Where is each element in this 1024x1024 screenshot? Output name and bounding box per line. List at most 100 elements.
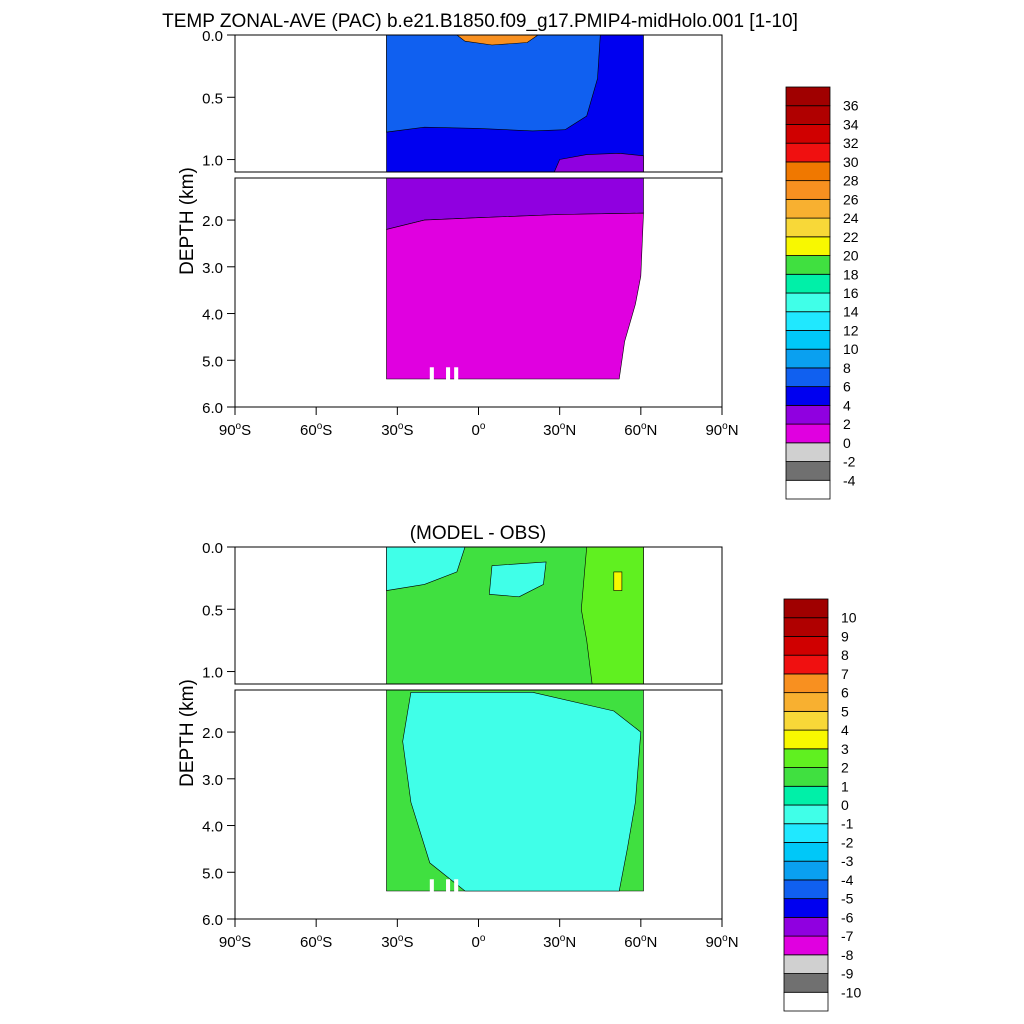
colorbar-box — [785, 142, 831, 163]
colorbar-label: 0 — [841, 797, 849, 813]
colorbar-box — [785, 86, 831, 107]
colorbar-box — [783, 954, 829, 974]
seafloor-gap — [429, 367, 434, 380]
temperature-plot: 0.0 0.5 1.0 2.0 3.0 4.0 5.0 6.0 DEPTH (km) 90oS 60… — [177, 28, 739, 439]
colorbar-box — [783, 767, 829, 787]
seafloor-gap — [454, 367, 459, 380]
colorbar-box — [783, 935, 829, 956]
colorbar-label: 3 — [841, 741, 849, 757]
colorbar-label: 2 — [843, 416, 851, 432]
colorbar-label: 2 — [841, 760, 849, 776]
y-tick-label: 3.0 — [202, 772, 223, 789]
seafloor-gap — [446, 879, 451, 892]
colorbar-box — [785, 404, 831, 425]
colorbar-label: 16 — [843, 285, 859, 301]
difference-plot: 0.0 0.5 1.0 2.0 3.0 4.0 5.0 6.0 DEPTH (km) 90oS 60… — [177, 540, 739, 951]
y-tick-label: 1.0 — [202, 665, 223, 682]
colorbar-label: 28 — [843, 173, 859, 189]
upper-region-bias-minus1-to-0 — [488, 561, 547, 598]
colorbar-label: 14 — [843, 304, 859, 320]
x-tick-label: 90oS — [219, 933, 251, 951]
colorbar-label: 7 — [841, 666, 849, 682]
x-tick-label: 90oS — [219, 421, 251, 439]
x-tick-label: 0o — [472, 421, 486, 439]
colorbar-label: -3 — [841, 853, 854, 869]
x-tick-label: 60oS — [300, 421, 332, 439]
x-tick-label: 60oN — [624, 933, 657, 951]
colorbar-label: -5 — [841, 891, 854, 907]
colorbar-box — [785, 311, 831, 331]
colorbar-label: 6 — [841, 685, 849, 701]
colorbar-label: -4 — [843, 472, 856, 488]
colorbar-box — [783, 823, 829, 843]
seafloor-gap — [446, 367, 451, 380]
colorbar-box — [783, 991, 829, 1012]
upper-panel-frame — [234, 546, 723, 685]
colorbar-box — [785, 479, 831, 500]
colorbar-label: 1 — [841, 778, 849, 794]
colorbar-label: -10 — [841, 984, 861, 1000]
x-tick-label: 30oN — [543, 933, 576, 951]
colorbar-box — [785, 236, 831, 256]
colorbar-label: -1 — [841, 816, 854, 832]
y-axis-label: DEPTH (km) — [177, 167, 198, 275]
colorbar-label: 30 — [843, 154, 859, 170]
colorbar-label: 4 — [841, 722, 849, 738]
colorbar-box — [783, 785, 829, 806]
colorbar-label: 0 — [843, 435, 851, 451]
x-tick-label: 90oN — [705, 421, 738, 439]
colorbar-box — [783, 673, 829, 694]
seafloor-gap — [429, 879, 434, 892]
colorbar-box — [785, 124, 831, 144]
y-tick-label: 5.0 — [202, 865, 223, 882]
colorbar-box — [785, 386, 831, 406]
y-tick-label: 6.0 — [202, 912, 223, 929]
y-tick-label: 0.5 — [202, 90, 223, 107]
colorbar-label: 24 — [843, 210, 859, 226]
colorbar-label: -4 — [841, 872, 854, 888]
colorbar-label: 9 — [841, 628, 849, 644]
x-tick-label: 60oN — [624, 421, 657, 439]
colorbar-label: 12 — [843, 322, 859, 338]
colorbar-box — [783, 598, 829, 619]
colorbar-label: 36 — [843, 98, 859, 114]
upper-region-bias-3-to-4 — [613, 571, 623, 591]
y-tick-label: 6.0 — [202, 400, 223, 417]
lower-region-bias-minus1-to-0 — [402, 691, 642, 892]
colorbar-label: -7 — [841, 928, 854, 944]
colorbar-box — [785, 292, 831, 313]
colorbar-box — [785, 105, 831, 125]
colorbar-box — [785, 198, 831, 219]
upper-region-bias-1-to-2 — [580, 546, 644, 685]
colorbar-label: -8 — [841, 947, 854, 963]
colorbar-label: -9 — [841, 966, 854, 982]
colorbar-box — [785, 461, 831, 481]
y-tick-label: 0.0 — [202, 540, 223, 557]
colorbar-box — [783, 729, 829, 750]
x-tick-label: 30oS — [381, 421, 413, 439]
upper-region-thermocline — [386, 34, 601, 133]
colorbar-box — [783, 692, 829, 712]
colorbar-box — [783, 916, 829, 937]
colorbar-label: -2 — [843, 454, 856, 470]
colorbar-label: 6 — [843, 379, 851, 395]
colorbar-box — [783, 617, 829, 637]
upper-panel-frame — [234, 34, 723, 173]
colorbar-box — [783, 748, 829, 768]
x-tick-label: 30oS — [381, 933, 413, 951]
colorbar-box — [785, 330, 831, 350]
colorbar-label: -2 — [841, 834, 854, 850]
colorbar-box — [785, 180, 831, 200]
colorbar-box — [785, 217, 831, 238]
colorbar-label: 4 — [843, 397, 851, 413]
x-tick-label: 0o — [472, 933, 486, 951]
colorbar-label: 26 — [843, 191, 859, 207]
y-tick-label: 3.0 — [202, 260, 223, 277]
y-tick-label: 0.5 — [202, 602, 223, 619]
y-tick-label: 4.0 — [202, 307, 223, 324]
colorbar-label: 10 — [841, 610, 857, 626]
y-tick-label: 2.0 — [202, 725, 223, 742]
